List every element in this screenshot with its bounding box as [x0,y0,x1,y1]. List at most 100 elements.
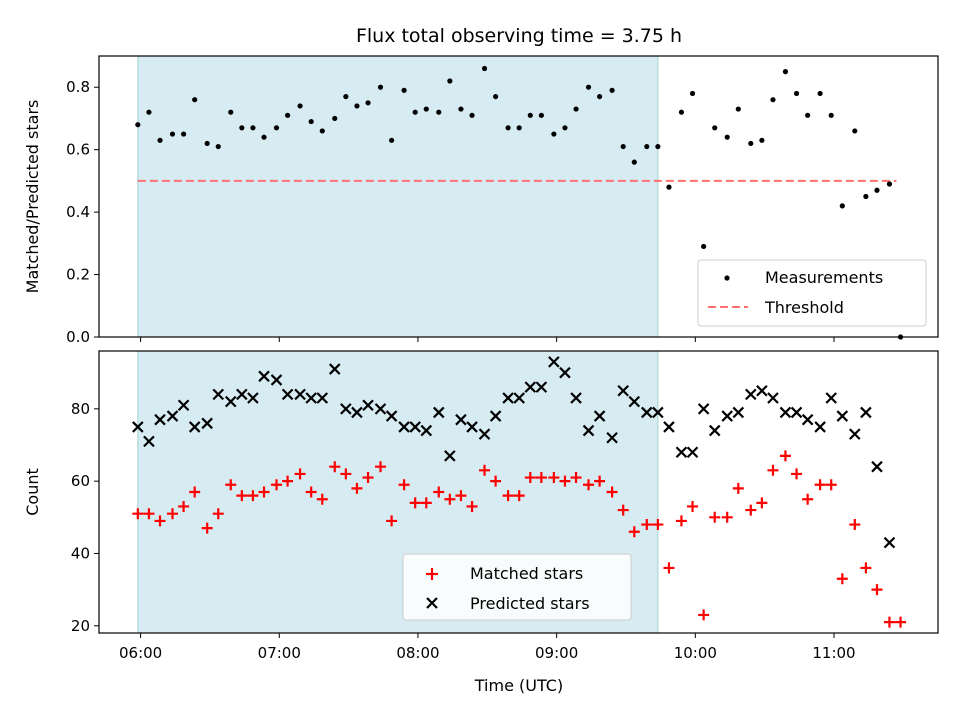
point-predicted-stars [697,403,710,415]
point-measurements [724,134,730,140]
point-measurements [354,103,360,109]
point-matched-stars [570,472,582,484]
point-predicted-stars [767,392,779,404]
point-matched-stars [466,500,478,512]
point-matched-stars [282,475,294,487]
point-measurements [308,118,314,125]
point-measurements [157,137,163,143]
point-measurements [146,109,152,115]
point-predicted-stars [535,381,548,393]
legend-marker-measurements [724,275,730,281]
point-matched-stars [340,468,352,480]
point-measurements [250,125,256,131]
point-predicted-stars [640,406,653,419]
point-matched-stars [362,472,374,484]
point-matched-stars [154,515,166,527]
point-measurements [689,90,696,97]
point-predicted-stars [883,536,896,549]
point-measurements [343,93,349,100]
x-tick-label: 10:00 [674,644,717,662]
point-matched-stars [351,482,363,494]
y-tick-label-count: 20 [71,617,90,635]
point-predicted-stars [224,395,237,408]
y-tick-label-ratio: 0.4 [66,203,90,221]
point-predicted-stars [756,384,768,397]
point-matched-stars [721,511,733,523]
point-matched-stars [849,519,861,531]
observing-span-top [137,55,659,338]
y-tick-label-ratio: 0.6 [66,141,90,159]
point-matched-stars [258,486,270,498]
point-measurements [401,87,407,93]
point-predicted-stars [617,384,629,397]
point-measurements [735,106,741,112]
plot-frame-top [98,55,939,338]
point-matched-stars [825,479,837,491]
point-predicted-stars [328,363,341,375]
point-predicted-stars [398,421,410,433]
point-predicted-stars [675,446,688,459]
point-predicted-stars [628,395,641,408]
point-measurements [538,112,544,118]
point-matched-stars [294,468,306,480]
point-matched-stars [535,472,547,484]
point-predicted-stars [188,421,201,433]
point-measurements [551,131,557,137]
point-matched-stars [628,526,640,538]
point-predicted-stars [593,410,606,422]
point-predicted-stars [732,406,745,419]
point-matched-stars [513,490,525,502]
legend-label-predicted: Predicted stars [470,594,590,613]
point-predicted-stars [270,374,283,386]
point-matched-stars [201,522,213,534]
point-matched-stars [398,479,410,491]
point-predicted-stars [466,421,478,433]
point-measurements [562,125,568,131]
point-measurements [712,125,718,131]
point-predicted-stars [351,406,363,419]
point-predicted-stars [177,399,190,412]
point-matched-stars [212,508,224,520]
point-predicted-stars [489,410,502,422]
point-measurements [631,159,637,165]
point-measurements [135,122,141,128]
point-measurements [828,112,834,118]
point-measurements [319,128,325,134]
point-measurements [886,181,893,187]
plot-frame-bottom [98,350,939,634]
point-measurements [332,115,338,122]
point-measurements [701,243,707,250]
point-predicted-stars [444,450,456,462]
legend-top: Measurements Threshold [697,259,927,327]
point-matched-stars [386,515,398,527]
point-predicted-stars [871,460,883,473]
point-measurements [192,97,198,103]
point-measurements [620,143,626,150]
point-measurements [423,106,429,112]
point-matched-stars [178,500,190,512]
legend-marker-predicted [426,597,438,609]
point-matched-stars [444,493,456,505]
point-matched-stars [871,584,883,596]
y-tick-label-ratio: 0.0 [66,328,90,346]
point-measurements [655,143,661,150]
point-predicted-stars [708,424,721,437]
point-matched-stars [236,490,248,502]
point-matched-stars [895,616,907,628]
point-predicted-stars [143,435,155,448]
point-predicted-stars [455,413,467,426]
point-predicted-stars [132,421,144,433]
point-measurements [585,84,592,90]
point-matched-stars [247,490,259,502]
point-measurements [204,140,210,147]
point-predicted-stars [294,388,306,401]
point-measurements [505,125,511,131]
x-tick-label: 09:00 [535,644,578,662]
point-predicted-stars [790,406,803,419]
point-matched-stars [420,497,432,509]
point-matched-stars [502,490,514,502]
point-matched-stars [814,479,826,491]
point-predicted-stars [374,403,387,415]
point-matched-stars [132,508,144,520]
point-measurements [447,78,453,84]
